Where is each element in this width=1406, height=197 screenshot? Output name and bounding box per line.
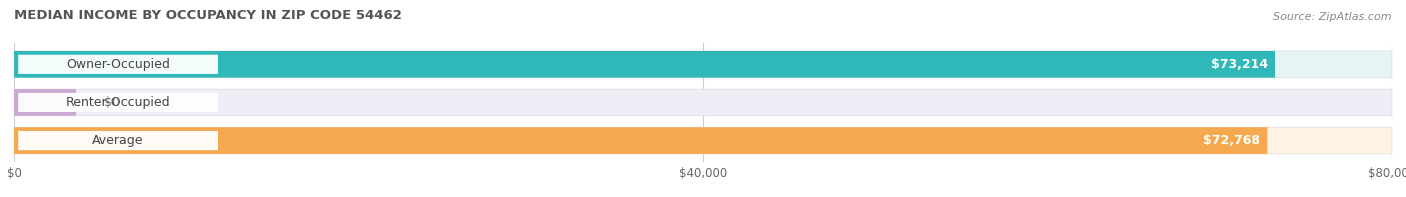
Text: Renter-Occupied: Renter-Occupied — [66, 96, 170, 109]
Text: Average: Average — [93, 134, 143, 147]
FancyBboxPatch shape — [14, 89, 1392, 116]
FancyBboxPatch shape — [18, 131, 218, 150]
FancyBboxPatch shape — [14, 51, 1275, 78]
Text: MEDIAN INCOME BY OCCUPANCY IN ZIP CODE 54462: MEDIAN INCOME BY OCCUPANCY IN ZIP CODE 5… — [14, 9, 402, 22]
Text: $73,214: $73,214 — [1211, 58, 1268, 71]
FancyBboxPatch shape — [14, 89, 76, 116]
Text: $72,768: $72,768 — [1204, 134, 1261, 147]
FancyBboxPatch shape — [18, 93, 218, 112]
Text: Owner-Occupied: Owner-Occupied — [66, 58, 170, 71]
FancyBboxPatch shape — [14, 51, 1392, 78]
FancyBboxPatch shape — [14, 127, 1392, 154]
FancyBboxPatch shape — [14, 127, 1267, 154]
FancyBboxPatch shape — [18, 55, 218, 74]
Text: Source: ZipAtlas.com: Source: ZipAtlas.com — [1274, 12, 1392, 22]
Text: $0: $0 — [104, 96, 120, 109]
